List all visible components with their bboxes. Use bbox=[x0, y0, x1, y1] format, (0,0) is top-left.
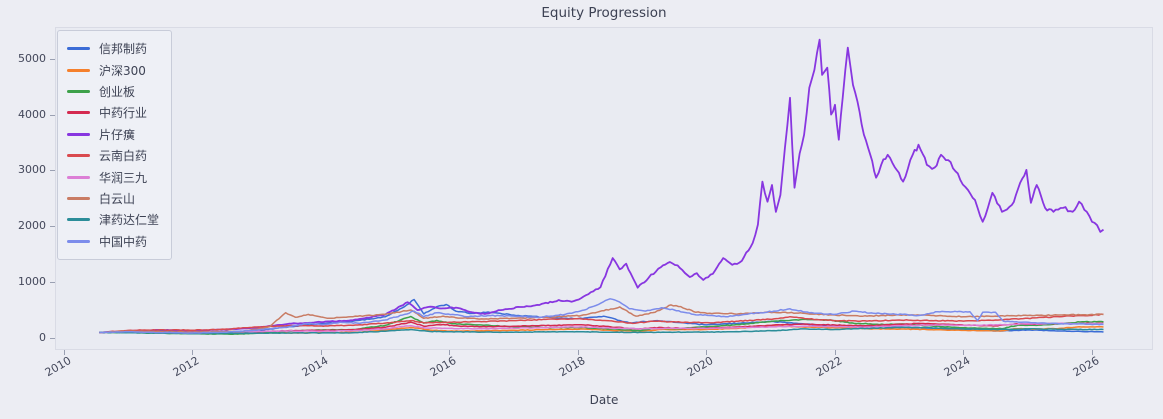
legend-item: 沪深300 bbox=[67, 59, 159, 80]
x-axis-label: Date bbox=[589, 393, 619, 407]
chart-title: Equity Progression bbox=[541, 5, 667, 21]
legend-swatch bbox=[67, 132, 90, 136]
y-tick-label: 5000 bbox=[18, 51, 46, 65]
legend-item: 片仔癀 bbox=[67, 124, 159, 145]
y-tick-mark bbox=[50, 170, 55, 171]
legend-label: 创业板 bbox=[99, 84, 136, 99]
legend-item: 白云山 bbox=[67, 188, 159, 209]
x-tick-mark bbox=[835, 350, 836, 355]
series-line bbox=[99, 304, 1104, 334]
x-tick-mark bbox=[321, 350, 322, 355]
legend: 信邦制药沪深300 创业板中药行业片仔癀云南白药华润三九白云山津药达仁堂中国中药 bbox=[57, 30, 173, 260]
y-tick-label: 1000 bbox=[18, 275, 46, 289]
legend-label: 津药达仁堂 bbox=[99, 213, 160, 228]
legend-swatch bbox=[67, 154, 90, 158]
legend-label: 白云山 bbox=[99, 191, 136, 206]
legend-label: 信邦制药 bbox=[99, 42, 148, 57]
legend-label: 沪深300 bbox=[99, 63, 146, 78]
series-line bbox=[99, 38, 1105, 334]
series-line bbox=[99, 298, 1104, 334]
legend-swatch bbox=[67, 111, 90, 115]
x-tick-mark bbox=[963, 350, 964, 355]
legend-swatch bbox=[67, 68, 90, 72]
y-tick-mark bbox=[50, 115, 55, 116]
series-line bbox=[99, 326, 1104, 335]
legend-swatch bbox=[67, 89, 90, 93]
legend-item: 津药达仁堂 bbox=[67, 209, 159, 230]
legend-item: 云南白药 bbox=[67, 145, 159, 166]
y-tick-mark bbox=[50, 338, 55, 339]
legend-label: 中国中药 bbox=[99, 234, 148, 249]
x-tick-mark bbox=[578, 350, 579, 355]
y-tick-label: 0 bbox=[39, 330, 46, 344]
legend-swatch bbox=[67, 196, 90, 200]
legend-swatch bbox=[67, 47, 90, 51]
legend-swatch bbox=[67, 175, 90, 179]
legend-label: 华润三九 bbox=[99, 170, 148, 185]
legend-swatch bbox=[67, 218, 90, 222]
plot-area bbox=[55, 27, 1153, 350]
x-tick-mark bbox=[706, 350, 707, 355]
y-tick-label: 3000 bbox=[18, 163, 46, 177]
y-tick-mark bbox=[50, 226, 55, 227]
legend-item: 中药行业 bbox=[67, 102, 159, 123]
legend-swatch bbox=[67, 239, 90, 243]
y-tick-label: 2000 bbox=[18, 219, 46, 233]
legend-label: 片仔癀 bbox=[99, 127, 136, 142]
legend-item: 信邦制药 bbox=[67, 38, 159, 59]
x-tick-mark bbox=[192, 350, 193, 355]
x-tick-mark bbox=[449, 350, 450, 355]
legend-item: 华润三九 bbox=[67, 166, 159, 187]
legend-label: 中药行业 bbox=[99, 106, 148, 121]
series-line bbox=[99, 322, 1104, 334]
x-tick-mark bbox=[64, 350, 65, 355]
legend-item: 中国中药 bbox=[67, 231, 159, 252]
y-tick-label: 4000 bbox=[18, 107, 46, 121]
y-tick-mark bbox=[50, 282, 55, 283]
legend-label: 云南白药 bbox=[99, 149, 148, 164]
legend-item: 创业板 bbox=[67, 81, 159, 102]
x-tick-mark bbox=[1092, 350, 1093, 355]
y-tick-mark bbox=[50, 59, 55, 60]
